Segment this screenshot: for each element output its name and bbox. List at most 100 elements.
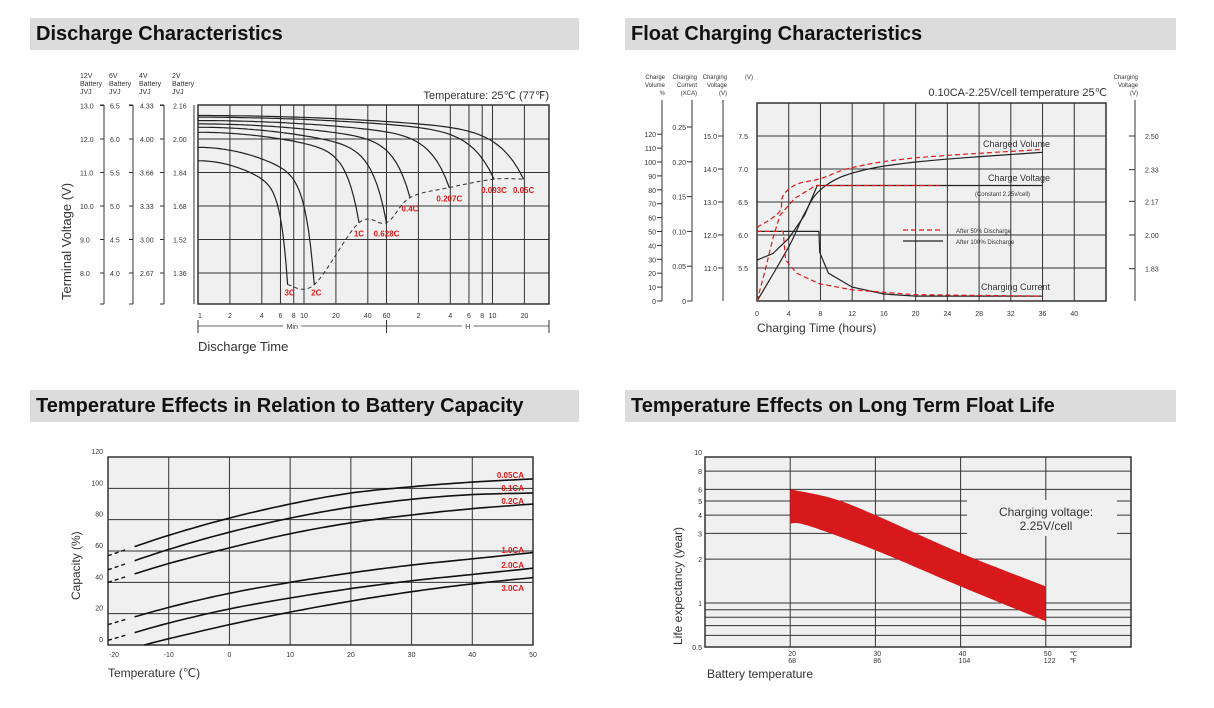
discharge-voltage-tick-label: 2.00 [173,137,187,144]
float-right-axis-tick-label: 2.33 [1145,168,1159,175]
float-curve-charge_voltage_6v-after-100 [756,184,1043,261]
capacity-curve-dashed-1.0CA [107,618,129,626]
capacity-x-tick-label: 30 [408,652,416,659]
float-axis-header: Charging [673,75,697,81]
float-x-tick-label: 16 [880,311,888,318]
life-x-tick-fahrenheit: 104 [959,658,971,665]
capacity-curve-dashed-2.0CA [107,633,129,641]
float-axis-tick-label: 0.05 [672,264,686,271]
discharge-curve-1C [198,131,360,223]
discharge-voltage-tick-label: 11.0 [80,171,93,178]
life-x-tick-fahrenheit: 86 [873,658,881,665]
discharge-voltage-tick-label: 4.5 [110,238,120,245]
capacity-series-label: 0.05CA [497,471,524,480]
float-right-axis-tick-label: 2.17 [1145,199,1159,206]
discharge-curve-2C [197,146,315,285]
discharge-voltage-axis-header: 12V [80,73,93,80]
float-axis-tick-label: 6.0 [738,233,748,240]
discharge-x-tick-label: 2 [228,313,232,320]
capacity-y-tick-label: 60 [95,543,103,550]
discharge-x-tick-label: 6 [279,313,283,320]
discharge-voltage-tick-label: 9.0 [80,238,90,245]
float-x-tick-label: 12 [848,311,856,318]
discharge-x-axis-label: Discharge Time [198,339,288,354]
float-x-tick-label: 40 [1070,311,1078,318]
discharge-chart-title: Discharge Characteristics [30,18,579,50]
life-annotation-bg [967,500,1117,536]
discharge-voltage-tick-label: 3.33 [140,204,154,211]
capacity-curve-dashed-0.2CA [107,575,129,583]
life-y-tick-label: 4 [698,513,702,520]
float-axis-header: Charging [703,75,727,81]
capacity-x-tick-label: 20 [347,652,355,659]
discharge-temperature-annotation: Temperature: 25℃ (77℉) [423,90,549,102]
capacity-series-label: 3.0CA [501,584,524,593]
life-y-tick-label: 1 [698,601,702,608]
float-curve-charge_voltage_6v-after-50 [756,184,940,302]
discharge-curve-0.628C [198,126,388,223]
float-axis-header: % [660,91,666,97]
discharge-voltage-axis-header: JVJ [172,89,184,96]
float-axis-tick-label: 13.0 [703,200,717,207]
discharge-curve-label: 0.628C [374,230,400,239]
life-x-tick-celsius: 20 [788,651,796,658]
discharge-voltage-tick-label: 5.5 [110,171,120,178]
float-annotation: 0.10CA-2.25V/cell temperature 25℃ [928,87,1107,99]
discharge-voltage-tick-label: 1.84 [173,171,187,178]
discharge-x-tick-label: 6 [467,313,471,320]
discharge-curve-label: 0.05C [513,186,535,195]
discharge-x-tick-label: 8 [480,313,484,320]
float-axis-tick-label: 40 [648,243,656,250]
float-legend-item: After 50% Discharge [956,229,1012,235]
float-axis-tick-label: 0.10 [672,229,686,236]
discharge-curve-label: 1C [354,230,364,239]
discharge-x-tick-label: 20 [520,313,528,320]
life-annotation-line1: Charging voltage: [999,505,1093,519]
discharge-voltage-tick-label: 10.0 [80,204,94,211]
discharge-x-tick-label: 2 [416,313,420,320]
capacity-curve-0.1CA [134,492,534,562]
float-axis-tick-label: 30 [648,257,656,264]
capacity-curve-dashed-0.1CA [107,562,129,571]
discharge-h-label: H [465,324,470,331]
discharge-voltage-tick-label: 6.0 [110,137,120,144]
discharge-voltage-tick-label: 3.66 [140,171,154,178]
capacity-y-tick-label: 0 [99,637,103,644]
discharge-voltage-tick-label: 3.00 [140,238,154,245]
float-axis-tick-label: 0 [682,299,686,306]
temperature-capacity-chart-title: Temperature Effects in Relation to Batte… [30,390,579,422]
discharge-voltage-axis-header: Battery [172,81,195,88]
float-x-tick-label: 0 [755,311,759,318]
life-x-axis-label: Battery temperature [707,667,813,681]
float-right-axis-header: Voltage [1118,83,1139,89]
discharge-plot-area [197,104,550,305]
discharge-voltage-tick-label: 13.0 [80,104,94,111]
float-axis-tick-label: 0.20 [672,160,686,167]
float-axis-tick-label: 7.0 [738,167,748,174]
life-x-tick-celsius: 40 [959,651,967,658]
capacity-x-tick-label: -20 [109,652,119,659]
discharge-x-tick-label: 1 [198,313,202,320]
float-x-tick-label: 20 [912,311,920,318]
float-curve-charging_current_ca-after-50 [757,230,1043,297]
life-y-tick-label: 3 [698,531,702,538]
life-y-axis-label: Life expectancy (year) [671,527,685,645]
capacity-y-tick-label: 100 [91,480,103,487]
discharge-x-tick-label: 60 [383,313,391,320]
float-axis-tick-label: 90 [648,174,656,181]
capacity-x-tick-label: 40 [468,652,476,659]
discharge-voltage-axis-header: 4V [139,73,148,80]
capacity-curve-0.05CA [134,478,534,548]
discharge-voltage-tick-label: 6.5 [110,104,120,111]
float-axis-tick-label: 80 [648,188,656,195]
float-axis-tick-label: 100 [644,160,656,167]
discharge-curve-0.093C [198,116,495,180]
capacity-x-tick-label: 10 [286,652,294,659]
life-y-tick-label: 8 [698,469,702,476]
float-axis-header: (V) [745,75,753,81]
float-curve-charging_current_ca-after-100 [757,230,1043,297]
float-charged-volume-label: Charged Volume [983,139,1050,149]
discharge-y-axis-label: Terminal Voltage (V) [59,183,74,300]
discharge-x-tick-label: 20 [332,313,340,320]
